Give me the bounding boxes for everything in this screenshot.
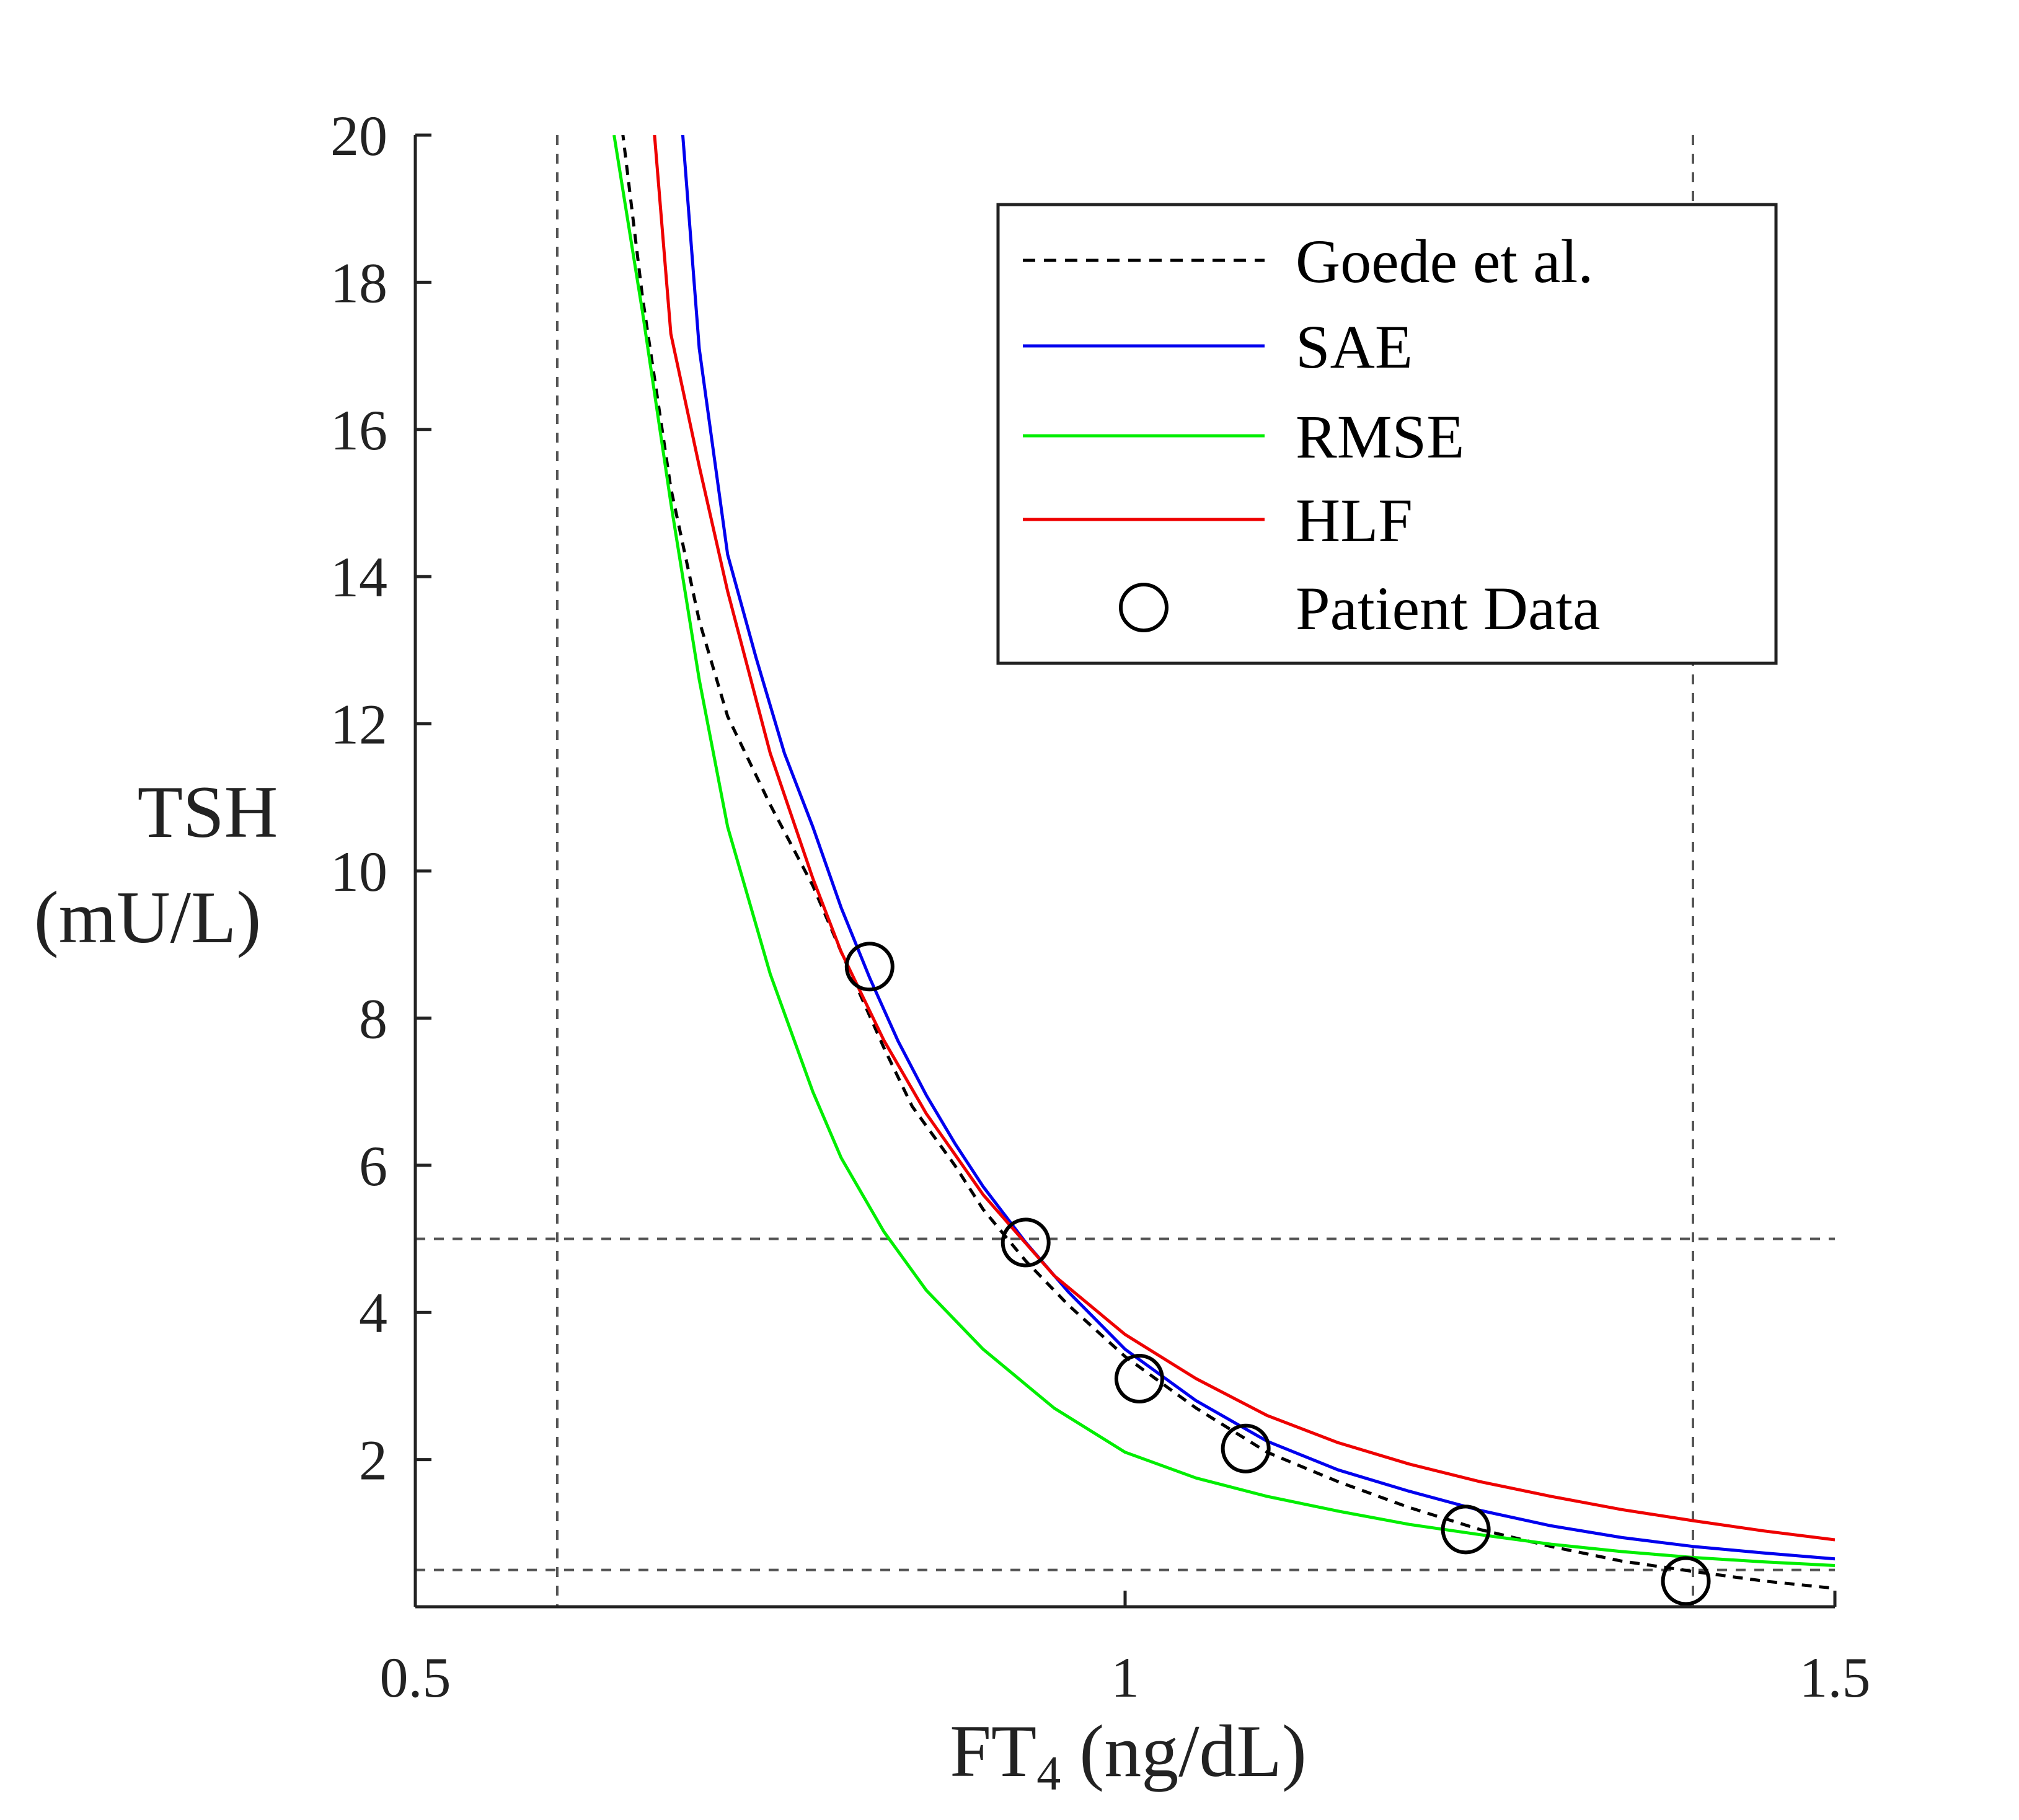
legend-label-sae: SAE: [1296, 312, 1413, 381]
y-axis-title-line-1: TSH: [138, 771, 278, 853]
y-tick-label: 14: [330, 546, 387, 609]
patient-data-point: [1001, 1217, 1051, 1268]
y-tick-label: 6: [359, 1134, 387, 1198]
x-axis-title-units: (ng/dL): [1061, 1710, 1307, 1792]
legend-label-patient-data: Patient Data: [1296, 574, 1601, 643]
series-line-goede-et-al: [621, 135, 1835, 1590]
series-line-rmse: [612, 135, 1835, 1567]
y-tick-label: 10: [330, 840, 387, 903]
x-axis-title-main: FT: [950, 1710, 1036, 1792]
legend-label-hlf: HLF: [1296, 486, 1413, 555]
y-tick-label: 12: [330, 693, 387, 756]
y-tick-label: 16: [330, 399, 387, 462]
series-layer: [612, 135, 1835, 1590]
axes: 2 4 6 8 10 12 14 16 18 20 0.5 1 1.5: [330, 104, 1871, 1709]
legend-swatch-patient-data: [1119, 583, 1169, 632]
y-tick-label: 18: [330, 251, 387, 314]
legend-box: [996, 203, 1778, 665]
legend-label-goede: Goede et al.: [1296, 227, 1593, 296]
y-tick-label: 8: [359, 987, 387, 1050]
legend: Goede et al. SAE RMSE HLF Patient Data: [996, 203, 1778, 665]
x-axis-title-subscript: 4: [1036, 1746, 1061, 1800]
patient-data-point: [1441, 1504, 1491, 1555]
y-tick-label: 4: [359, 1281, 387, 1345]
patient-data-point: [1221, 1423, 1271, 1473]
x-tick-label: 0.5: [380, 1646, 451, 1709]
y-tick-label: 20: [330, 104, 387, 167]
patient-data-points: [844, 942, 1711, 1606]
y-axis-title-line-2: (mU/L): [34, 876, 262, 958]
patient-data-point: [1114, 1354, 1164, 1404]
series-line-hlf: [653, 135, 1835, 1542]
x-tick-label: 1: [1111, 1646, 1139, 1709]
patient-data-point: [844, 942, 895, 992]
x-tick-label: 1.5: [1800, 1646, 1871, 1709]
patient-data-point: [1661, 1556, 1711, 1606]
y-tick-label: 2: [359, 1429, 387, 1492]
legend-label-rmse: RMSE: [1296, 402, 1464, 471]
x-axis-title: FT4 (ng/dL): [950, 1710, 1307, 1800]
